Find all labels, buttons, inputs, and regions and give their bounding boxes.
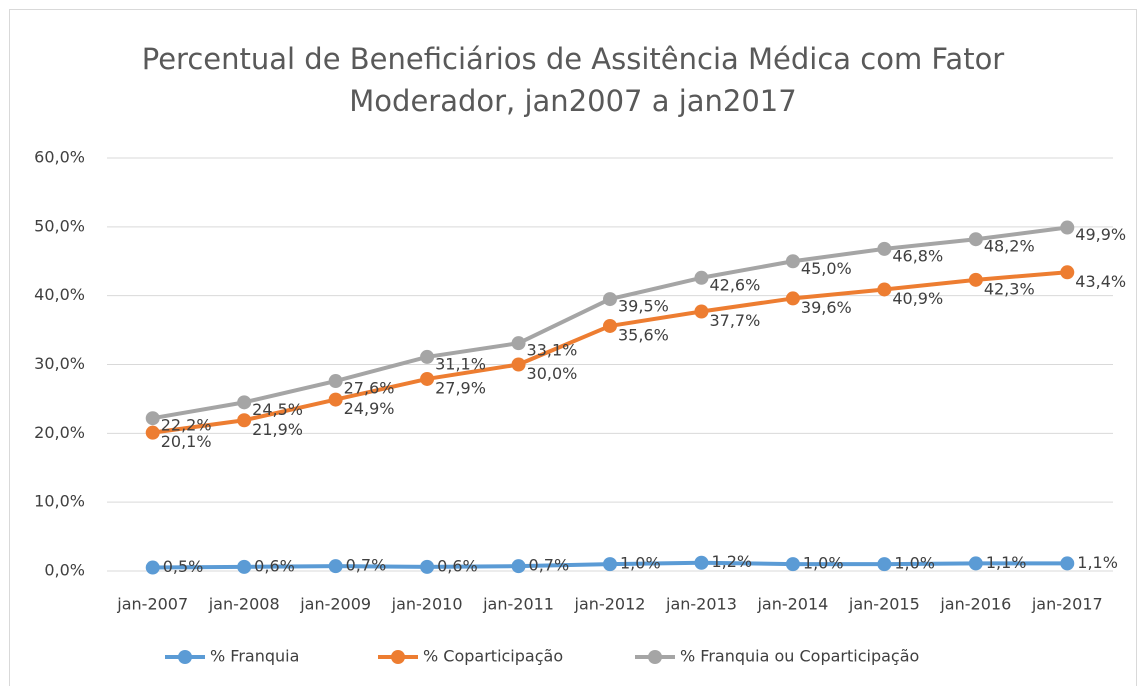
data-point: [603, 557, 617, 572]
x-tick-label: jan-2016: [939, 595, 1011, 614]
data-point: [328, 559, 343, 574]
data-point: [603, 292, 617, 307]
data-label: 21,9%: [252, 420, 303, 439]
data-label: 40,9%: [892, 289, 943, 308]
data-label: 1,0%: [620, 554, 661, 573]
x-tick-label: jan-2007: [116, 595, 188, 614]
data-label: 1,2%: [711, 552, 752, 571]
data-point: [968, 556, 983, 571]
data-point: [511, 559, 526, 574]
data-label: 49,9%: [1075, 225, 1126, 244]
data-label: 24,9%: [344, 399, 395, 418]
data-label: 46,8%: [892, 246, 943, 265]
x-tick-label: jan-2008: [208, 595, 280, 614]
legend-marker: [178, 650, 192, 664]
legend-label: % Franquia: [210, 647, 299, 666]
data-label: 0,7%: [346, 556, 387, 575]
y-tick-label: 30,0%: [34, 354, 85, 373]
data-label: 27,6%: [344, 379, 395, 398]
data-label: 37,7%: [709, 311, 760, 330]
data-label: 1,0%: [894, 554, 935, 573]
chart-border: [9, 9, 1137, 686]
y-tick-label: 50,0%: [34, 216, 85, 235]
data-point: [785, 254, 800, 269]
y-tick-label: 10,0%: [34, 492, 85, 511]
data-point: [1060, 556, 1075, 571]
data-label: 48,2%: [984, 237, 1035, 256]
x-tick-label: jan-2011: [482, 595, 554, 614]
data-point: [968, 232, 983, 247]
legend-label: % Franquia ou Coparticipação: [680, 647, 919, 666]
data-label: 39,6%: [801, 298, 852, 317]
chart-title: Percentual de Beneficiários de Assitênci…: [141, 42, 1005, 118]
y-tick-label: 0,0%: [44, 561, 85, 580]
x-tick-label: jan-2015: [848, 595, 920, 614]
data-label: 35,6%: [618, 325, 669, 344]
x-tick-label: jan-2012: [574, 595, 646, 614]
data-label: 1,1%: [986, 553, 1027, 572]
data-point: [694, 555, 709, 570]
data-label: 31,1%: [435, 354, 486, 373]
data-point: [1060, 220, 1075, 235]
y-tick-label: 20,0%: [34, 423, 85, 442]
data-point: [420, 559, 435, 574]
data-point: [511, 357, 526, 372]
data-point: [328, 392, 343, 407]
legend-label: % Coparticipação: [423, 647, 563, 666]
data-label: 39,5%: [618, 297, 669, 316]
data-point: [328, 374, 343, 389]
x-tick-label: jan-2017: [1031, 595, 1103, 614]
data-label: 30,0%: [527, 364, 578, 383]
data-point: [511, 336, 526, 351]
data-point: [877, 241, 892, 256]
data-label: 42,6%: [709, 275, 760, 294]
data-point: [237, 559, 252, 574]
data-label: 1,0%: [803, 554, 844, 573]
legend-marker: [648, 650, 662, 664]
data-label: 0,5%: [163, 557, 204, 576]
data-point: [145, 425, 160, 440]
x-tick-label: jan-2010: [391, 595, 463, 614]
x-tick-label: jan-2009: [299, 595, 371, 614]
data-point: [877, 557, 892, 572]
data-point: [785, 557, 800, 572]
data-label: 0,6%: [254, 556, 295, 575]
data-label: 22,2%: [161, 416, 212, 435]
y-tick-label: 60,0%: [34, 148, 85, 167]
data-label: 24,5%: [252, 400, 303, 419]
data-point: [237, 413, 252, 428]
data-point: [968, 272, 983, 287]
data-point: [237, 395, 252, 410]
data-point: [145, 560, 160, 575]
data-label: 0,6%: [437, 556, 478, 575]
data-point: [603, 318, 617, 333]
x-tick-label: jan-2013: [665, 595, 737, 614]
data-label: 43,4%: [1075, 272, 1126, 291]
data-label: 0,7%: [529, 556, 570, 575]
data-point: [877, 282, 892, 297]
data-point: [694, 270, 709, 285]
data-point: [694, 304, 709, 319]
data-label: 33,1%: [527, 341, 578, 360]
y-tick-label: 40,0%: [34, 285, 85, 304]
data-point: [145, 411, 160, 426]
data-label: 27,9%: [435, 378, 486, 397]
legend-marker: [391, 650, 405, 664]
data-label: 42,3%: [984, 279, 1035, 298]
data-point: [420, 371, 435, 386]
data-point: [420, 349, 435, 364]
data-label: 45,0%: [801, 259, 852, 278]
data-label: 1,1%: [1077, 553, 1118, 572]
data-label: 20,1%: [161, 432, 212, 451]
data-point: [1060, 265, 1075, 280]
x-tick-label: jan-2014: [756, 595, 828, 614]
data-point: [785, 291, 800, 306]
